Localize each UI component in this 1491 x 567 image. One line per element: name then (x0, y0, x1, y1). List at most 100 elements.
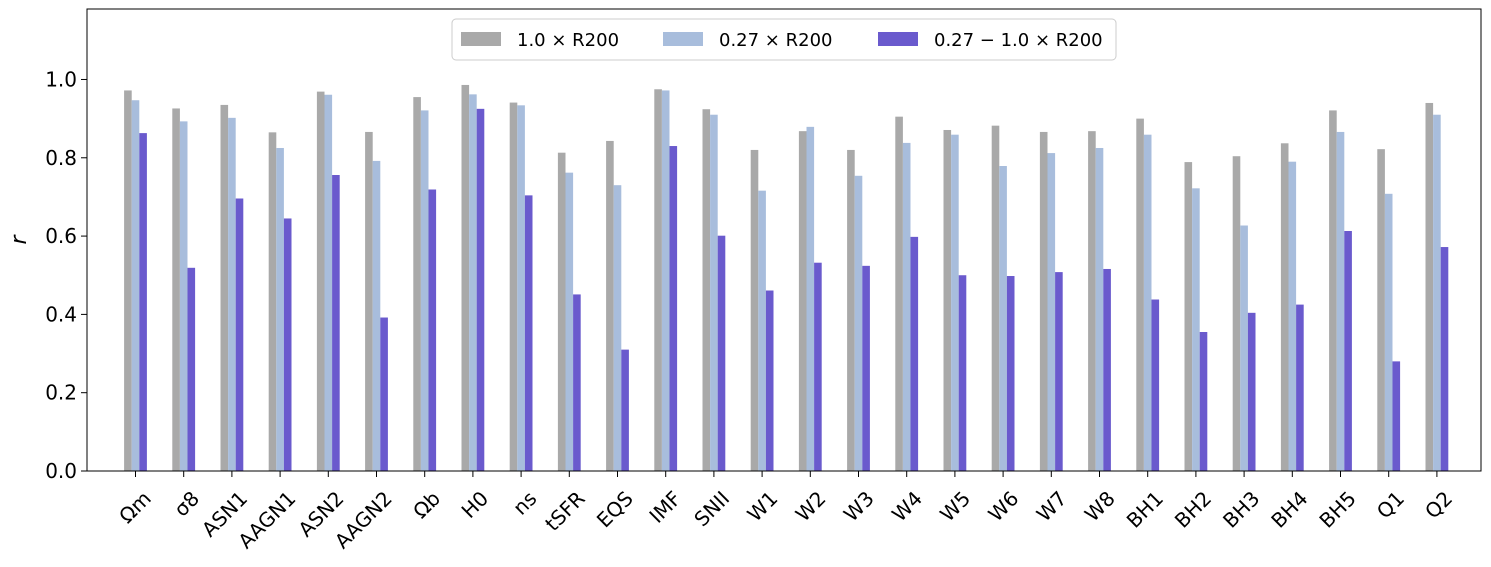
x-tick-label: W6 (983, 486, 1023, 526)
x-tick-label: BH3 (1218, 486, 1264, 532)
bar-3 (235, 198, 244, 472)
bar-2 (1288, 161, 1297, 471)
bar-1 (750, 149, 759, 471)
bar-3 (283, 218, 292, 471)
bar-3 (765, 290, 774, 471)
x-tick-label: W7 (1032, 486, 1072, 526)
x-tick-label: W5 (935, 486, 975, 526)
bar-1 (895, 116, 903, 471)
bar-2 (902, 142, 911, 472)
bar-1 (1184, 162, 1193, 472)
x-tick-label: BH2 (1170, 486, 1216, 532)
x-tick-label: tSFR (540, 486, 590, 536)
bar-3 (862, 265, 870, 471)
bar-3 (332, 175, 340, 471)
bar-3 (380, 317, 388, 471)
bar-3 (428, 189, 437, 471)
x-tick-label: BH1 (1122, 486, 1168, 532)
bar-2 (806, 126, 815, 471)
bar-2 (951, 134, 959, 471)
bar-2 (661, 90, 670, 471)
bar-2 (1240, 225, 1248, 471)
bar-1 (1425, 102, 1434, 472)
bar-1 (365, 131, 373, 472)
bar-1 (268, 132, 277, 471)
bar-2 (1143, 134, 1152, 471)
legend-swatch (878, 32, 918, 46)
plot-frame (86, 8, 1482, 472)
bar-3 (1440, 247, 1449, 471)
bar-2 (1095, 147, 1104, 472)
bar-3 (1055, 272, 1063, 471)
bar-3 (1344, 230, 1352, 471)
bar-1 (847, 149, 855, 471)
bar-3 (476, 108, 485, 471)
bar-2 (1192, 188, 1200, 471)
bar-1 (798, 131, 807, 471)
bar-1 (509, 102, 518, 471)
bar-1 (1280, 143, 1289, 471)
bar-1 (1088, 131, 1096, 471)
bar-1 (413, 97, 421, 471)
y-tick-label: 0.4 (45, 302, 77, 326)
bar-2 (131, 100, 140, 471)
bar-2 (420, 110, 429, 471)
x-tick-label: ns (508, 486, 541, 519)
bar-3 (669, 146, 678, 471)
bar-3 (1296, 304, 1304, 471)
x-tick-label: W4 (887, 486, 927, 526)
bar-1 (702, 109, 711, 472)
bar-2 (469, 94, 477, 471)
bar-3 (1199, 332, 1208, 471)
bar-2 (710, 114, 718, 472)
y-tick-label: 0.0 (45, 459, 77, 483)
bar-3 (1392, 361, 1401, 471)
bar-1 (1039, 131, 1048, 472)
x-tick-label: Ωm (114, 486, 156, 528)
x-tick-label: W1 (742, 486, 782, 526)
x-tick-label: σ8 (169, 486, 204, 521)
legend-swatch (461, 32, 501, 46)
y-tick-label: 0.8 (45, 146, 77, 170)
x-tick-label: EQS (592, 486, 638, 532)
bar-1 (557, 152, 566, 472)
bar-2 (1433, 114, 1441, 472)
bar-2 (517, 105, 525, 472)
bar-1 (1232, 156, 1241, 471)
bar-1 (220, 104, 229, 471)
legend-label: 0.27 − 1.0 × R200 (934, 30, 1103, 51)
x-tick-label: W2 (791, 486, 831, 526)
legend-box (451, 18, 1117, 61)
y-tick-label: 0.6 (45, 224, 77, 248)
bar-1 (1377, 149, 1385, 471)
bar-1 (991, 125, 1000, 472)
bar-3 (1103, 268, 1111, 471)
bar-1 (124, 90, 132, 471)
y-tick-label: 1.0 (45, 67, 77, 91)
bar-2 (1047, 153, 1056, 471)
bar-2 (179, 121, 188, 471)
x-tick-label: Q1 (1372, 486, 1409, 523)
bar-3 (1247, 312, 1256, 471)
legend-swatch (663, 32, 703, 46)
bar-2 (276, 147, 284, 472)
x-tick-label: SNII (689, 486, 734, 531)
x-tick-label: Q2 (1420, 486, 1457, 523)
bar-3 (139, 133, 147, 471)
x-tick-label: BH5 (1314, 486, 1360, 532)
bar-1 (606, 140, 614, 471)
bar-1 (172, 108, 180, 472)
bar-3 (573, 294, 581, 471)
bar-2 (228, 117, 236, 472)
bar-1 (1136, 118, 1144, 471)
bar-3 (621, 349, 629, 471)
bar-1 (316, 91, 325, 471)
bar-3 (717, 235, 726, 471)
y-axis-label: r (7, 234, 32, 245)
bar-3 (187, 267, 196, 471)
bar-2 (1336, 131, 1345, 472)
bar-2 (854, 175, 863, 471)
legend-label: 1.0 × R200 (517, 30, 619, 51)
